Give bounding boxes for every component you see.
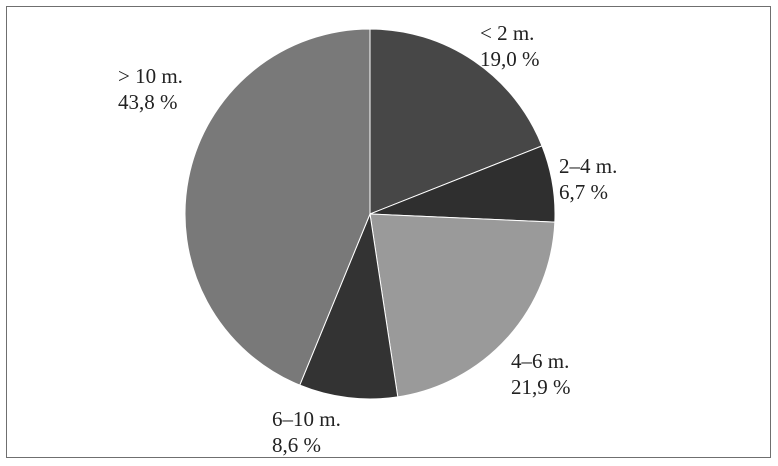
slice-category-label: 6–10 m. (272, 407, 341, 431)
slice-value-label: 8,6 % (272, 433, 321, 457)
pie-slice-0 (369, 28, 543, 215)
slice-value-label: 21,9 % (511, 375, 571, 399)
pie-labels: < 2 m. 19,0 % 2–4 m. 6,7 % 4–6 m. 21,9 % 6–10 … (118, 21, 617, 457)
slice-category-label: 4–6 m. (511, 349, 569, 373)
slice-value-label: 43,8 % (118, 90, 178, 114)
pie-slice-4 (184, 28, 371, 386)
pie-slice-2 (369, 213, 556, 398)
pie-slices (184, 28, 556, 400)
slice-label-0: < 2 m. 19,0 % (480, 21, 540, 71)
slice-label-2: 4–6 m. 21,9 % (511, 349, 571, 399)
pie-slice-3 (299, 212, 399, 400)
slice-category-label: 2–4 m. (559, 154, 617, 178)
slice-label-4: > 10 m. 43,8 % (118, 64, 183, 114)
slice-value-label: 6,7 % (559, 180, 608, 204)
slice-value-label: 19,0 % (480, 47, 540, 71)
slice-label-1: 2–4 m. 6,7 % (559, 154, 617, 204)
slice-label-3: 6–10 m. 8,6 % (272, 407, 341, 457)
slice-category-label: > 10 m. (118, 64, 183, 88)
slice-category-label: < 2 m. (480, 21, 534, 45)
